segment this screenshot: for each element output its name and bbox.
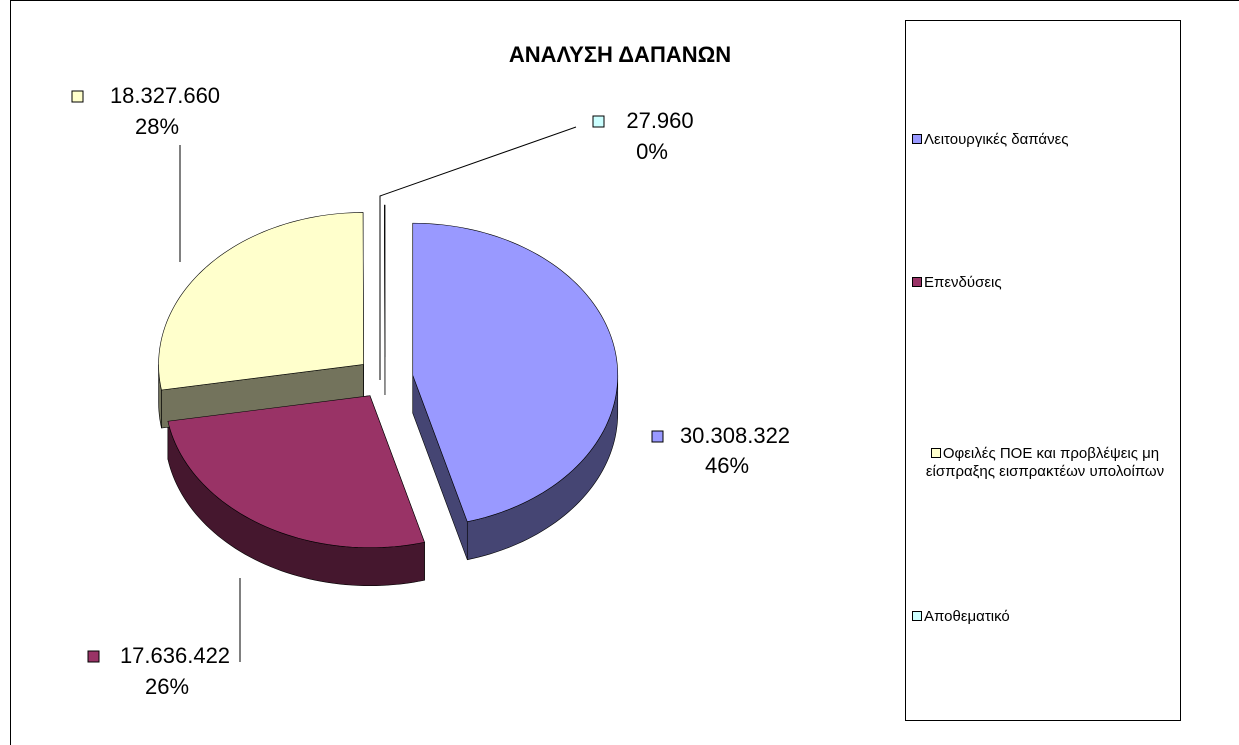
legend-label: Λειτουργικές δαπάνες [924, 131, 1069, 148]
pie-slice [167, 395, 425, 549]
percent-label: 46% [705, 453, 749, 478]
data-label: 30.308.322 [680, 423, 790, 448]
legend-entry: Λειτουργικές δαπάνες [912, 131, 1069, 149]
label-swatch [651, 430, 664, 443]
percent-label: 28% [135, 114, 179, 139]
legend: Λειτουργικές δαπάνες Επενδύσεις Οφειλές ΠΟ… [905, 20, 1181, 721]
legend-label: Οφειλές ΠΟΕ και προβλέψεις μη είσπραξης … [925, 445, 1165, 480]
legend-swatch [930, 448, 941, 458]
legend-entry: Επενδύσεις [912, 274, 1002, 292]
label-swatch [71, 90, 84, 103]
legend-label: Επενδύσεις [924, 274, 1002, 291]
label-swatch [592, 115, 605, 128]
pie-slice [412, 222, 619, 523]
legend-swatch [912, 277, 922, 287]
leader-line [379, 126, 577, 380]
legend-entry: Οφειλές ΠΟΕ και προβλέψεις μη είσπραξης … [912, 445, 1178, 481]
chart-border [10, 0, 1239, 745]
legend-entry: Αποθεματικό [912, 608, 1010, 626]
data-label: 27.960 [626, 108, 693, 133]
percent-label: 26% [145, 674, 189, 699]
label-swatch [87, 650, 100, 663]
legend-swatch [912, 611, 922, 621]
legend-swatch [912, 134, 922, 144]
pie-slice [384, 204, 386, 358]
data-label: 18.327.660 [110, 83, 220, 108]
chart-title: ΑΝΑΛΥΣΗ ΔΑΠΑΝΩΝ [509, 42, 731, 67]
pie-tops [158, 204, 619, 549]
percent-label: 0% [636, 139, 668, 164]
pie-slice [158, 212, 364, 391]
data-label: 17.636.422 [120, 643, 230, 668]
legend-label: Αποθεματικό [924, 608, 1010, 625]
